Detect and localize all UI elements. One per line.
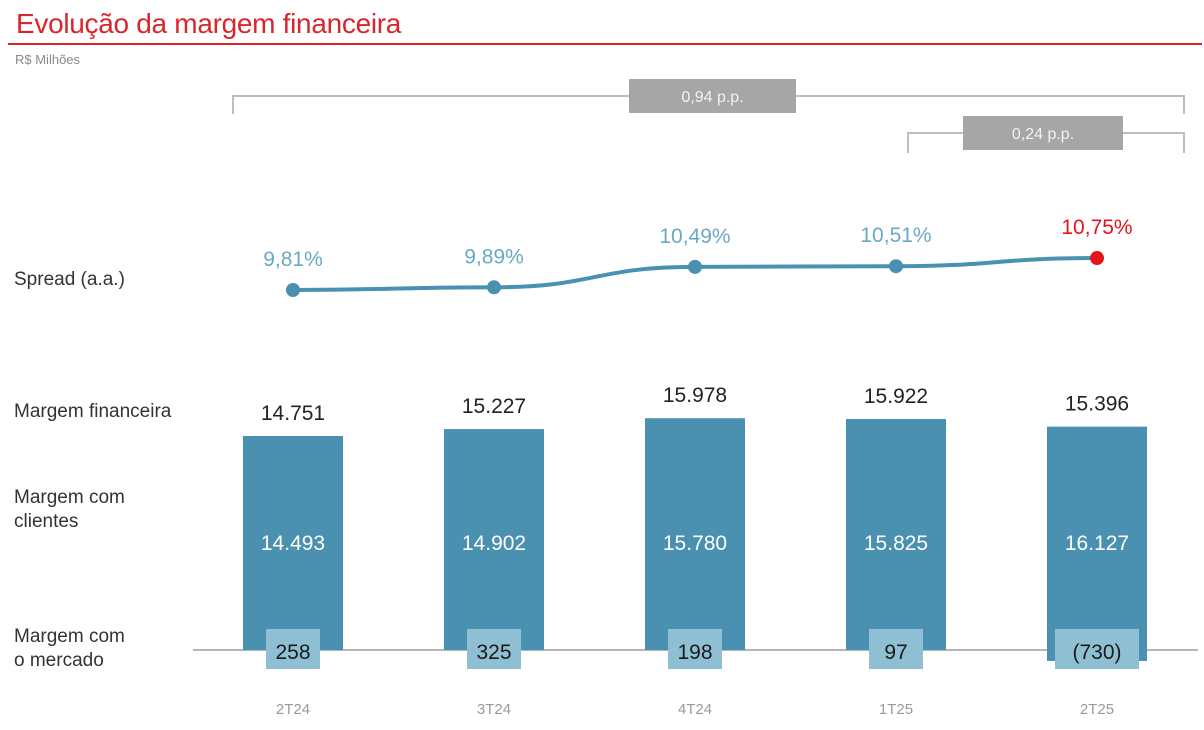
total-label-2T24: 14.751	[261, 402, 325, 425]
spread-point-4T24	[688, 259, 702, 274]
spread-label-2T25: 10,75%	[1061, 216, 1132, 239]
bar-2T24	[243, 436, 343, 650]
market-label-3T24: 325	[476, 641, 511, 664]
spread-label-2T24: 9,81%	[263, 248, 323, 271]
row-label-spread: Spread (a.a.)	[14, 269, 125, 290]
spread-point-2T25	[1090, 251, 1104, 266]
market-label-4T24: 198	[677, 641, 712, 664]
spread-label-3T24: 9,89%	[464, 245, 524, 268]
category-label-2T24: 2T24	[276, 701, 310, 718]
bracket-box-1	[629, 79, 796, 113]
bar-4T24	[645, 418, 745, 650]
total-label-4T24: 15.978	[663, 384, 727, 407]
chart-title: Evolução da margem financeira	[16, 8, 402, 39]
bar-1T25	[846, 419, 946, 650]
row-label-margin: Margem financeira	[14, 401, 172, 422]
clients-label-3T24: 14.902	[462, 532, 526, 555]
market-box-2T24	[266, 629, 320, 669]
market-box-3T24	[467, 629, 521, 669]
clients-label-2T24: 14.493	[261, 532, 325, 555]
bar-3T24	[444, 429, 544, 650]
total-label-3T24: 15.227	[462, 395, 526, 418]
total-label-2T25: 15.396	[1065, 393, 1129, 416]
market-box-1T25	[869, 629, 923, 669]
bracket-label-1: 0,94 p.p.	[681, 89, 743, 106]
spread-point-2T24	[286, 283, 300, 297]
spread-point-3T24	[487, 280, 501, 295]
clients-label-4T24: 15.780	[663, 532, 727, 555]
spread-point-1T25	[889, 259, 903, 274]
unit-label: R$ Milhões	[15, 52, 81, 67]
spread-label-1T25: 10,51%	[860, 224, 931, 247]
clients-label-2T25: 16.127	[1065, 532, 1129, 555]
category-label-4T24: 4T24	[678, 701, 712, 718]
total-label-1T25: 15.922	[864, 385, 928, 408]
row-label-clients: Margem com clientes	[14, 487, 125, 532]
category-label-3T24: 3T24	[477, 701, 511, 718]
market-label-2T24: 258	[275, 641, 310, 664]
category-label-2T25: 2T25	[1080, 701, 1114, 718]
bar-2T25	[1047, 426, 1147, 661]
market-label-2T25: (730)	[1072, 641, 1121, 664]
clients-label-1T25: 15.825	[864, 532, 928, 555]
market-label-1T25: 97	[884, 641, 907, 664]
row-label-market: Margem com o mercado	[14, 626, 125, 671]
bracket-label-2: 0,24 p.p.	[1012, 126, 1074, 143]
bracket-box-2	[963, 116, 1123, 150]
category-label-1T25: 1T25	[879, 701, 913, 718]
spread-label-4T24: 10,49%	[659, 225, 730, 248]
title-underline	[8, 43, 1202, 45]
market-box-4T24	[668, 629, 722, 669]
market-box-2T25	[1055, 629, 1139, 669]
